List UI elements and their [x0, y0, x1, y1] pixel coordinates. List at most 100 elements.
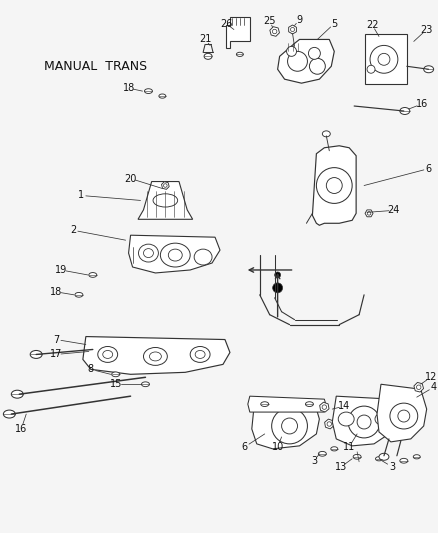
Ellipse shape [347, 406, 379, 438]
Ellipse shape [195, 351, 205, 358]
Ellipse shape [236, 52, 243, 56]
Ellipse shape [412, 455, 419, 459]
Ellipse shape [423, 66, 433, 72]
Text: 2: 2 [70, 225, 76, 235]
Text: 10: 10 [271, 442, 283, 452]
Text: 15: 15 [109, 379, 122, 389]
Ellipse shape [190, 346, 209, 362]
Text: 18: 18 [122, 83, 134, 93]
Text: 12: 12 [424, 372, 436, 382]
Ellipse shape [281, 418, 297, 434]
Ellipse shape [149, 352, 161, 361]
Polygon shape [251, 399, 318, 449]
Ellipse shape [260, 402, 268, 407]
Ellipse shape [272, 29, 276, 34]
Ellipse shape [366, 65, 374, 73]
Ellipse shape [102, 351, 113, 358]
Ellipse shape [337, 412, 353, 426]
Text: 22: 22 [365, 20, 378, 29]
Ellipse shape [141, 382, 149, 386]
Text: 1: 1 [78, 190, 84, 200]
Ellipse shape [367, 212, 370, 215]
Ellipse shape [309, 58, 325, 74]
Ellipse shape [204, 53, 212, 59]
Ellipse shape [352, 455, 360, 459]
Ellipse shape [159, 94, 166, 98]
Text: 3: 3 [388, 462, 394, 472]
Ellipse shape [416, 385, 420, 390]
Text: 5: 5 [330, 19, 337, 29]
Text: 6: 6 [241, 442, 247, 452]
Polygon shape [319, 402, 328, 412]
Ellipse shape [98, 346, 117, 362]
Ellipse shape [321, 131, 329, 137]
Polygon shape [288, 25, 296, 34]
Ellipse shape [399, 108, 409, 115]
Text: 6: 6 [424, 164, 431, 174]
Polygon shape [226, 17, 249, 49]
Ellipse shape [305, 402, 313, 407]
Ellipse shape [377, 53, 389, 65]
Ellipse shape [160, 243, 190, 267]
Ellipse shape [271, 408, 307, 444]
Ellipse shape [111, 372, 120, 377]
Text: 20: 20 [124, 174, 137, 183]
Text: 13: 13 [334, 462, 346, 472]
Ellipse shape [30, 351, 42, 358]
Ellipse shape [168, 249, 182, 261]
Ellipse shape [194, 249, 212, 265]
Text: 16: 16 [15, 424, 27, 434]
Ellipse shape [389, 403, 417, 429]
Text: 4: 4 [430, 382, 436, 392]
Text: 17: 17 [50, 350, 62, 359]
Polygon shape [364, 210, 372, 217]
Ellipse shape [144, 88, 152, 93]
Ellipse shape [325, 177, 342, 193]
Polygon shape [128, 235, 219, 273]
Ellipse shape [11, 390, 23, 398]
Ellipse shape [143, 248, 153, 257]
Polygon shape [324, 419, 333, 429]
Ellipse shape [286, 46, 296, 56]
Ellipse shape [369, 45, 397, 73]
Text: 9: 9 [296, 14, 302, 25]
Ellipse shape [274, 272, 280, 278]
Ellipse shape [308, 47, 320, 59]
Text: 26: 26 [219, 19, 232, 29]
Text: 8: 8 [88, 365, 94, 374]
Text: 7: 7 [53, 335, 59, 344]
Ellipse shape [374, 457, 381, 461]
Text: 19: 19 [55, 265, 67, 275]
Polygon shape [332, 396, 395, 446]
Text: 11: 11 [342, 442, 354, 452]
Text: 3: 3 [311, 456, 317, 466]
Ellipse shape [356, 415, 370, 429]
Polygon shape [364, 35, 406, 84]
Polygon shape [413, 383, 423, 392]
Polygon shape [269, 27, 279, 36]
Ellipse shape [397, 410, 409, 422]
Ellipse shape [163, 184, 167, 187]
Ellipse shape [153, 194, 177, 207]
Ellipse shape [4, 410, 15, 418]
Text: MANUAL  TRANS: MANUAL TRANS [44, 60, 147, 73]
Polygon shape [277, 39, 333, 83]
Ellipse shape [287, 51, 307, 71]
Ellipse shape [290, 28, 294, 31]
Polygon shape [83, 336, 230, 374]
Polygon shape [312, 146, 355, 225]
Ellipse shape [143, 348, 167, 365]
Ellipse shape [75, 293, 83, 297]
Text: 16: 16 [415, 99, 427, 109]
Ellipse shape [316, 168, 351, 204]
Ellipse shape [326, 422, 331, 426]
Ellipse shape [88, 272, 96, 277]
Text: 14: 14 [337, 401, 350, 411]
Text: 24: 24 [387, 205, 399, 215]
Text: 18: 18 [50, 287, 62, 297]
Ellipse shape [330, 447, 337, 451]
Ellipse shape [318, 451, 325, 456]
Ellipse shape [378, 453, 388, 461]
Polygon shape [247, 396, 325, 412]
Text: 23: 23 [420, 25, 432, 35]
